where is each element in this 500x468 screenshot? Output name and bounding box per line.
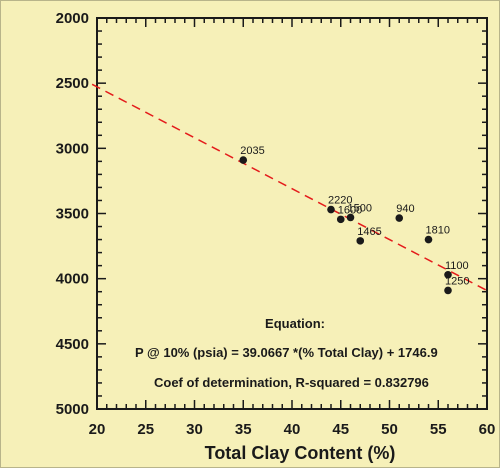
- x-tick-label: 45: [332, 421, 349, 438]
- point-label: 1500: [348, 202, 372, 214]
- regression-line: [91, 83, 491, 293]
- x-tick-label: 60: [479, 421, 496, 438]
- data-point: [444, 270, 452, 279]
- x-tick-label: 20: [89, 421, 106, 438]
- y-tick-label: 3000: [56, 140, 89, 157]
- point-label: 2035: [240, 145, 264, 157]
- data-point: [424, 235, 433, 244]
- x-tick-label: 35: [235, 421, 252, 438]
- point-label: 1100: [445, 260, 469, 272]
- x-axis: 20 25 30 35 40 45 50 55 60: [89, 18, 496, 438]
- y-tick-label: 4500: [56, 336, 89, 353]
- data-point: [395, 214, 404, 222]
- data-point: [356, 237, 365, 245]
- x-tick-label: 50: [381, 421, 398, 438]
- y-tick-label: 2500: [56, 75, 89, 92]
- y-tick-label: 5000: [56, 401, 89, 418]
- data-point: [444, 286, 452, 295]
- x-tick-label: 25: [137, 421, 154, 438]
- point-label: 1465: [357, 226, 381, 238]
- x-tick-label: 30: [186, 421, 203, 438]
- annotation-box: Equation: P @ 10% (psia) = 39.0667 *(% T…: [135, 316, 438, 390]
- x-tick-label: 55: [430, 421, 447, 438]
- equation-heading: Equation:: [265, 316, 325, 331]
- y-axis: 2000 2500 3000 3500 4000 4500 5000: [56, 10, 487, 418]
- point-label: 1600: [338, 204, 362, 216]
- x-axis-title: Total Clay Content (%): [205, 443, 396, 463]
- point-label: 2220: [328, 195, 352, 207]
- data-point: [346, 213, 355, 222]
- data-point: [327, 205, 335, 214]
- x-tick-label: 40: [284, 421, 301, 438]
- y-tick-label: 2000: [56, 10, 89, 27]
- y-tick-label: 3500: [56, 206, 89, 223]
- equation-text: P @ 10% (psia) = 39.0667 *(% Total Clay)…: [135, 345, 438, 360]
- data-point: [336, 215, 345, 224]
- r-squared-text: Coef of determination, R-squared = 0.832…: [154, 375, 429, 390]
- fit-layer: [91, 83, 491, 293]
- point-label: 940: [396, 203, 414, 215]
- y-tick-label: 4000: [56, 271, 89, 288]
- data-point: [239, 156, 248, 164]
- point-label: 1250: [445, 275, 469, 287]
- point-label: 1810: [426, 225, 450, 237]
